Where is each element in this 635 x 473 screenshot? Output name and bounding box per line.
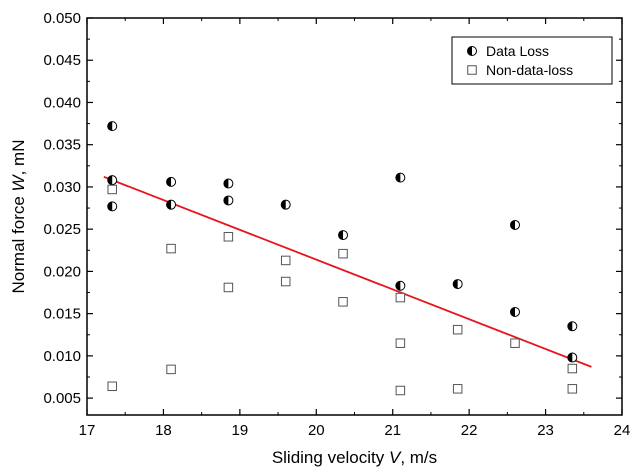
x-tick-label: 24 (614, 422, 631, 439)
y-tick-label: 0.025 (43, 221, 81, 238)
marker-fill (567, 353, 573, 363)
marker-fill (166, 200, 172, 210)
non-data-loss-point (567, 384, 578, 394)
data-points (107, 121, 578, 396)
x-axis-title-prefix: Sliding velocity (272, 448, 389, 467)
data-loss-point (166, 199, 177, 210)
non-data-loss-point (166, 243, 176, 254)
marker-fill (467, 46, 472, 56)
marker-fill (395, 281, 401, 291)
non-data-loss-point (338, 248, 348, 259)
x-axis-title-unit: , m/s (400, 448, 437, 467)
y-tick-label: 0.035 (43, 137, 81, 154)
marker-fill (395, 173, 401, 183)
x-tick-label: 21 (384, 422, 401, 439)
data-loss-point (223, 178, 234, 189)
non-data-loss-point (223, 282, 234, 293)
non-data-loss-point (280, 255, 291, 266)
legend: Data Loss Non-data-loss (451, 36, 613, 85)
marker-fill (166, 177, 172, 187)
data-loss-point (567, 352, 578, 363)
y-axis-title-symbol: W (9, 173, 28, 191)
data-loss-point (567, 321, 578, 332)
non-data-loss-point (107, 184, 117, 195)
marker-fill (338, 230, 344, 240)
data-loss-point (107, 175, 118, 186)
marker-fill (107, 201, 113, 211)
marker-fill (223, 179, 229, 189)
data-loss-point (107, 201, 118, 212)
x-tick-label: 22 (461, 422, 478, 439)
marker-fill (567, 321, 573, 331)
data-loss-point (395, 172, 406, 183)
y-axis-title-unit: , mN (9, 140, 28, 176)
x-tick-label: 20 (308, 422, 325, 439)
data-loss-point (452, 279, 463, 290)
fit-line-layer (103, 175, 592, 368)
y-tick-label: 0.050 (43, 10, 81, 27)
marker-fill (510, 307, 515, 317)
non-data-loss-point (395, 292, 406, 303)
data-loss-point (166, 176, 177, 187)
fit-line (103, 175, 592, 368)
legend-markers (467, 46, 477, 75)
y-tick-label: 0.030 (43, 179, 81, 196)
y-tick-label: 0.015 (43, 306, 81, 323)
data-loss-point (395, 280, 406, 291)
legend-label-data-loss: Data Loss (486, 43, 549, 59)
non-data-loss-point (395, 385, 406, 396)
data-loss-point (510, 219, 520, 230)
data-loss-point (510, 306, 520, 317)
x-tick-label: 17 (79, 422, 96, 439)
non-data-loss-point (452, 324, 463, 335)
y-axis-title: Normal force W, mN (9, 140, 28, 294)
y-axis-title-prefix: Normal force (9, 191, 28, 293)
non-data-loss-point (107, 381, 117, 392)
non-data-loss-point (567, 363, 578, 374)
marker-fill (453, 279, 458, 289)
non-data-loss-point (452, 384, 463, 394)
legend-marker-data-loss (467, 46, 477, 56)
x-tick-label: 18 (155, 422, 172, 439)
y-tick-label: 0.020 (43, 263, 81, 280)
non-data-loss-point (395, 338, 406, 348)
y-tick-label: 0.045 (43, 52, 81, 69)
x-tick-label: 19 (232, 422, 249, 439)
legend-box (451, 36, 613, 85)
data-loss-point (338, 230, 349, 241)
plot-frame (86, 17, 623, 416)
data-loss-point (223, 195, 234, 206)
marker-fill (223, 195, 229, 205)
legend-marker-non-data-loss (467, 65, 477, 75)
y-tick-label: 0.010 (43, 348, 81, 365)
non-data-loss-point (338, 297, 348, 307)
x-axis-title: Sliding velocity V, m/s (272, 448, 437, 467)
marker-fill (281, 200, 286, 210)
marker-fill (510, 220, 515, 230)
x-axis-title-symbol: V (389, 448, 402, 467)
non-data-loss-point (280, 276, 291, 287)
tick-labels: 17 18 19 20 21 22 23 24 0.005 0.010 0.015 0.020 0.02… (43, 10, 630, 439)
x-tick-label: 23 (537, 422, 554, 439)
y-tick-label: 0.040 (43, 94, 81, 111)
non-data-loss-point (510, 338, 520, 348)
marker-fill (107, 121, 113, 131)
y-tick-label: 0.005 (43, 390, 81, 407)
data-loss-point (280, 199, 291, 210)
marker-fill (107, 175, 113, 185)
data-loss-point (107, 121, 118, 132)
non-data-loss-point (166, 364, 176, 375)
non-data-loss-point (223, 232, 234, 242)
legend-label-non-data-loss: Non-data-loss (486, 62, 573, 78)
